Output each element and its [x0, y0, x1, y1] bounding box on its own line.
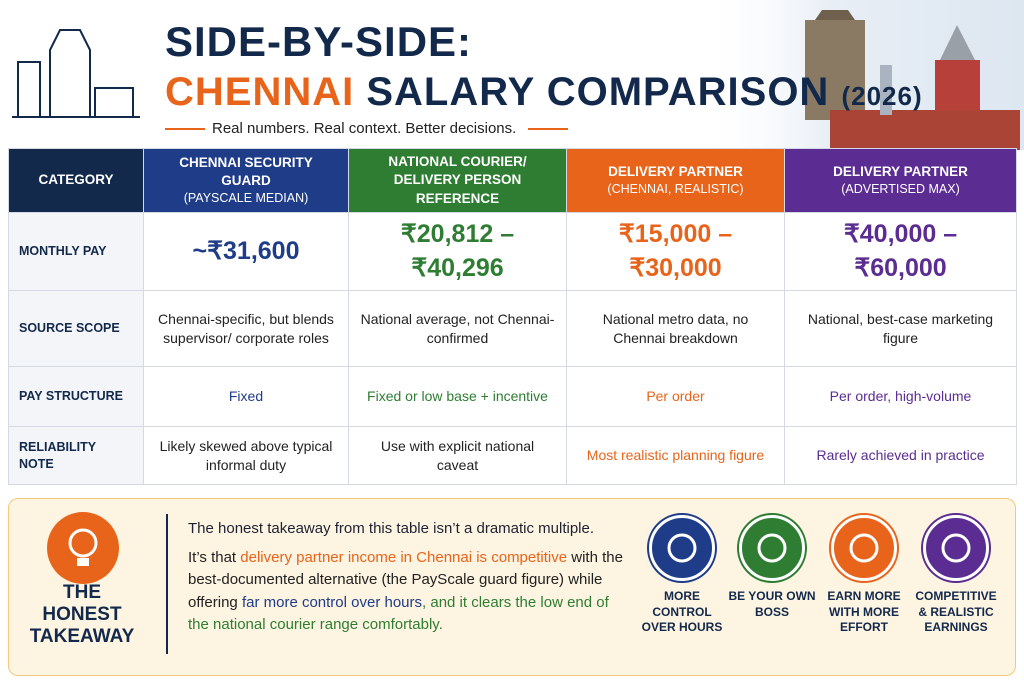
badge: MORE CONTROL OVER HOURS: [636, 515, 728, 636]
icon: [941, 533, 971, 563]
comparison-table: CATEGORY CHENNAI SECURITY GUARD (PAYSCALE …: [8, 148, 1017, 485]
takeaway-segment: with the best-documented alternative (th…: [188, 548, 623, 611]
badge-icon: [649, 515, 715, 581]
cell: National, best-case marketing figure: [784, 290, 1017, 367]
column-header: NATIONAL COURIER/ DELIVERY PERSON REFERE…: [348, 148, 567, 213]
table-row: SOURCE SCOPE Chennai-specific, but blends…: [8, 290, 1017, 367]
column-subtitle: (ADVERTISED MAX): [841, 182, 960, 197]
cell: Fixed or low base + incentive: [348, 366, 567, 427]
cell: Likely skewed above typical informal dut…: [143, 426, 349, 485]
column-title: CATEGORY: [38, 172, 114, 188]
badge-label: BE YOUR OWN BOSS: [728, 589, 816, 619]
table-row: RELIABILITY NOTE Likely skewed above typi…: [8, 426, 1017, 485]
takeaway-text: The honest takeaway from this table isn’…: [188, 518, 628, 637]
cell: ₹20,812 – ₹40,296: [348, 212, 567, 291]
cell: ~₹31,600: [143, 212, 349, 291]
badge: BE YOUR OWN BOSS: [726, 515, 818, 620]
cell: Chennai-specific, but blends supervisor/…: [143, 290, 349, 367]
column-title: NATIONAL COURIER/ DELIVERY PERSON REFERE…: [388, 154, 527, 206]
cell: Use with explicit national caveat: [348, 426, 567, 485]
badge-label: MORE CONTROL OVER HOURS: [641, 589, 723, 635]
bulb-icon: [47, 512, 119, 584]
icon: [757, 533, 787, 563]
title-year: (2026): [841, 81, 923, 111]
table-row: MONTHLY PAY ~₹31,600 ₹20,812 – ₹40,296 ₹15,…: [8, 212, 1017, 291]
column-subtitle: (CHENNAI, REALISTIC): [607, 182, 744, 197]
column-title: CHENNAI SECURITY GUARD: [179, 154, 313, 189]
badge-label: EARN MORE WITH MORE EFFORT: [827, 589, 901, 635]
takeaway-body: It’s that delivery partner income in Che…: [188, 547, 628, 637]
title: CHENNAI SALARY COMPARISON (2026): [165, 70, 923, 115]
cell: Per order: [566, 366, 785, 427]
column-title: DELIVERY PARTNER: [608, 163, 743, 179]
title-highlight: CHENNAI: [165, 70, 355, 114]
takeaway-lead: The honest takeaway from this table isn’…: [188, 520, 595, 537]
badge: COMPETITIVE & REALISTIC EARNINGS: [910, 515, 1002, 636]
cell: National average, not Chennai-confirmed: [348, 290, 567, 367]
badge-icon: [739, 515, 805, 581]
column-header: DELIVERY PARTNER (CHENNAI, REALISTIC): [566, 148, 785, 213]
takeaway-segment: , and it clears the low end of the natio…: [188, 593, 609, 634]
title-rest: SALARY COMPARISON: [366, 70, 830, 114]
column-header: CATEGORY: [8, 148, 144, 213]
takeaway-title: THE HONEST TAKEAWAY: [29, 582, 135, 647]
column-header: DELIVERY PARTNER (ADVERTISED MAX): [784, 148, 1017, 213]
row-label: RELIABILITY NOTE: [8, 426, 144, 485]
tagline: Real numbers. Real context. Better decis…: [212, 120, 517, 137]
title: SIDE-BY-SIDE:: [165, 18, 473, 65]
row-label: PAY STRUCTURE: [8, 366, 144, 427]
cell: Most realistic planning figure: [566, 426, 785, 485]
badge-icon: [831, 515, 897, 581]
badge-label: COMPETITIVE & REALISTIC EARNINGS: [915, 589, 997, 635]
takeaway-segment: delivery partner income in Chennai is co…: [240, 548, 568, 566]
decor: [12, 0, 1024, 150]
badge: EARN MORE WITH MORE EFFORT: [818, 515, 910, 636]
takeaway-segment: far more control over hours: [241, 593, 423, 611]
cell: Rarely achieved in practice: [784, 426, 1017, 485]
row-label: MONTHLY PAY: [8, 212, 144, 291]
icon: [849, 533, 879, 563]
icon: [667, 533, 697, 563]
column-title: DELIVERY PARTNER: [833, 163, 968, 179]
cell: Fixed: [143, 366, 349, 427]
cell: Per order, high-volume: [784, 366, 1017, 427]
takeaway-segment: It’s that: [188, 548, 241, 566]
cell: ₹40,000 – ₹60,000: [784, 212, 1017, 291]
cell: ₹15,000 – ₹30,000: [566, 212, 785, 291]
row-label: SOURCE SCOPE: [8, 290, 144, 367]
column-header: CHENNAI SECURITY GUARD (PAYSCALE MEDIAN): [143, 148, 349, 213]
badge-icon: [923, 515, 989, 581]
cell: National metro data, no Chennai breakdow…: [566, 290, 785, 367]
column-subtitle: (PAYSCALE MEDIAN): [183, 191, 309, 206]
header-row: CATEGORY CHENNAI SECURITY GUARD (PAYSCALE …: [8, 148, 1017, 213]
table-row: PAY STRUCTURE Fixed Fixed or low base + in…: [8, 366, 1017, 427]
